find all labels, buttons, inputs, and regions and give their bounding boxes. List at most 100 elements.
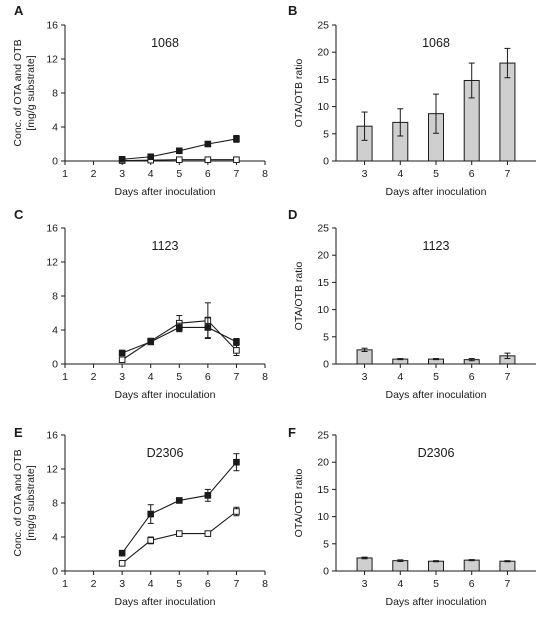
y-tick-label: 15 [317,484,329,496]
y-tick-label: 8 [52,88,58,100]
y-axis-title: Conc. of OTA and OTB [12,39,24,146]
data-point-filled [147,510,155,518]
x-tick-label: 7 [234,578,240,590]
y-tick-label: 25 [317,223,329,235]
x-tick-label: 4 [148,578,154,590]
y-tick-label: 5 [323,331,329,343]
x-tick-label: 5 [176,578,182,590]
x-axis-title: Days after inoculation [386,389,487,401]
data-point-open [118,356,126,364]
x-tick-label: 6 [469,168,475,180]
y-axis-title: Conc. of OTA and OTB [12,449,24,556]
chart-title: 1068 [422,36,450,50]
data-point-filled [118,156,126,163]
y-tick-label: 10 [317,101,329,113]
x-tick-label: 7 [234,371,240,383]
x-tick-label: 5 [433,371,439,383]
data-point-open [147,537,155,544]
y-tick-label: 5 [323,128,329,140]
x-tick-label: 7 [505,578,511,590]
x-tick-label: 5 [176,371,182,383]
panel-d: D 0 5 10 15 20 25 1123 Days after inoculation OTA… [288,207,536,401]
panel-letter: C [14,207,24,222]
y-tick-label: 4 [52,325,58,337]
chart-title: D2306 [418,446,455,460]
x-tick-label: 3 [362,371,368,383]
x-tick-label: 8 [262,371,268,383]
y-tick-label: 20 [317,250,329,262]
x-tick-label: 3 [119,168,125,180]
y-tick-label: 25 [317,430,329,442]
panel-b: B 0 5 10 15 20 25 1068 Days after inoculation OTA… [288,3,536,198]
x-tick-label: 3 [119,578,125,590]
panel-letter: A [14,3,24,18]
x-tick-label: 6 [205,168,211,180]
y-tick-label: 4 [52,532,58,544]
x-tick-label: 4 [397,168,403,180]
y-tick-label: 12 [46,54,58,66]
data-point-open [204,156,212,164]
data-point-filled [204,324,212,331]
x-tick-label: 7 [505,371,511,383]
data-point-open [233,156,240,164]
x-tick-label: 4 [397,578,403,590]
y-tick-label: 4 [52,122,58,134]
data-point-filled [204,492,212,499]
panel-letter: F [288,425,296,440]
x-tick-label: 2 [91,168,97,180]
x-tick-label: 2 [91,371,97,383]
data-point-open [204,530,212,537]
y-tick-label: 12 [46,257,58,269]
data-point-filled [147,153,155,161]
x-tick-label: 5 [433,168,439,180]
bar [499,560,516,572]
y-tick-label: 10 [317,304,329,316]
y-tick-label: 16 [46,20,58,32]
x-axis-title: Days after inoculation [386,596,487,608]
y-tick-label: 0 [52,359,58,371]
y-tick-label: 15 [317,74,329,86]
y-axis-title: OTA/OTB ratio [293,59,305,128]
series-line [121,511,237,564]
data-point-open [233,508,240,515]
y-tick-label: 20 [317,457,329,469]
y-tick-label: 12 [46,464,58,476]
y-tick-label: 10 [317,511,329,523]
x-tick-label: 8 [262,578,268,590]
y-tick-label: 15 [317,277,329,289]
y-tick-label: 8 [52,291,58,303]
y-tick-label: 0 [323,156,329,168]
data-point-filled [118,349,126,357]
y-tick-label: 0 [323,566,329,578]
x-axis-title: Days after inoculation [115,596,216,608]
data-point-filled [233,135,240,143]
x-tick-label: 1 [62,578,68,590]
y-tick-label: 0 [52,566,58,578]
bar [392,560,409,572]
y-axis-title-unit: [mg/g substrate] [25,465,37,540]
x-tick-label: 5 [176,168,182,180]
data-point-filled [175,147,183,155]
y-tick-label: 20 [317,47,329,59]
x-tick-label: 3 [119,371,125,383]
data-point-filled [118,549,126,557]
y-tick-label: 8 [52,498,58,510]
chart-title: 1123 [152,239,179,253]
bar [356,557,373,572]
bar [428,560,444,572]
y-axis-title-unit: [mg/g substrate] [25,55,37,130]
x-tick-label: 2 [91,578,97,590]
data-point-open [118,560,126,567]
panel-letter: B [288,3,297,18]
x-tick-label: 7 [505,168,511,180]
data-point-filled [233,338,240,346]
x-tick-label: 5 [433,578,439,590]
series-line [121,461,237,554]
data-point-filled [204,140,212,148]
chart-title: D2306 [147,446,184,460]
x-tick-label: 6 [469,578,475,590]
x-tick-label: 4 [148,168,154,180]
x-axis-title: Days after inoculation [115,389,216,401]
x-tick-label: 6 [469,371,475,383]
chart-title: 1123 [423,239,450,253]
